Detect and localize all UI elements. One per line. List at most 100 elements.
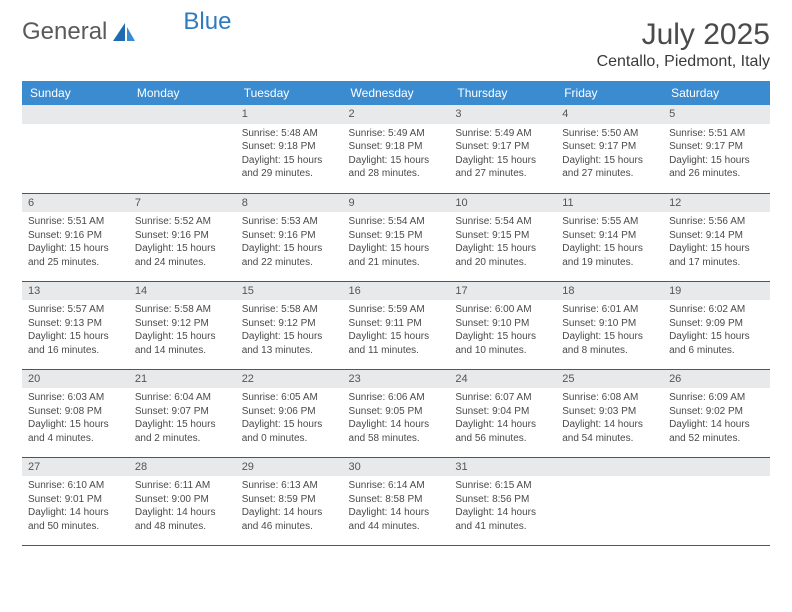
day-number-bar — [663, 458, 770, 477]
sunset-line: Sunset: 9:03 PM — [562, 405, 657, 419]
logo-text-general: General — [22, 18, 107, 46]
calendar-cell: 4Sunrise: 5:50 AMSunset: 9:17 PMDaylight… — [556, 105, 663, 193]
sunrise-line: Sunrise: 6:15 AM — [455, 479, 550, 493]
day-header: Monday — [129, 81, 236, 105]
sunset-line: Sunset: 9:18 PM — [349, 140, 444, 154]
cell-body: Sunrise: 6:15 AMSunset: 8:56 PMDaylight:… — [449, 476, 556, 537]
sunset-line: Sunset: 9:17 PM — [455, 140, 550, 154]
day-number: 6 — [22, 194, 129, 213]
sunrise-line: Sunrise: 5:49 AM — [455, 127, 550, 141]
sunset-line: Sunset: 9:17 PM — [562, 140, 657, 154]
sunrise-line: Sunrise: 5:58 AM — [135, 303, 230, 317]
calendar-cell — [129, 105, 236, 193]
calendar-cell: 17Sunrise: 6:00 AMSunset: 9:10 PMDayligh… — [449, 281, 556, 369]
day-number: 30 — [343, 458, 450, 477]
cell-body: Sunrise: 6:14 AMSunset: 8:58 PMDaylight:… — [343, 476, 450, 537]
sunrise-line: Sunrise: 5:49 AM — [349, 127, 444, 141]
sunrise-line: Sunrise: 6:13 AM — [242, 479, 337, 493]
daylight-line: Daylight: 14 hours and 44 minutes. — [349, 506, 444, 533]
day-number: 10 — [449, 194, 556, 213]
daylight-line: Daylight: 15 hours and 6 minutes. — [669, 330, 764, 357]
daylight-line: Daylight: 15 hours and 13 minutes. — [242, 330, 337, 357]
sunset-line: Sunset: 9:04 PM — [455, 405, 550, 419]
sunrise-line: Sunrise: 5:59 AM — [349, 303, 444, 317]
sunrise-line: Sunrise: 5:51 AM — [28, 215, 123, 229]
sunrise-line: Sunrise: 5:56 AM — [669, 215, 764, 229]
calendar-cell: 9Sunrise: 5:54 AMSunset: 9:15 PMDaylight… — [343, 193, 450, 281]
sunset-line: Sunset: 9:13 PM — [28, 317, 123, 331]
calendar-cell: 5Sunrise: 5:51 AMSunset: 9:17 PMDaylight… — [663, 105, 770, 193]
sunrise-line: Sunrise: 5:57 AM — [28, 303, 123, 317]
month-title: July 2025 — [597, 18, 770, 51]
day-number: 21 — [129, 370, 236, 389]
sunrise-line: Sunrise: 6:00 AM — [455, 303, 550, 317]
calendar-week-row: 1Sunrise: 5:48 AMSunset: 9:18 PMDaylight… — [22, 105, 770, 193]
calendar-body: 1Sunrise: 5:48 AMSunset: 9:18 PMDaylight… — [22, 105, 770, 545]
cell-body: Sunrise: 5:58 AMSunset: 9:12 PMDaylight:… — [129, 300, 236, 361]
cell-body: Sunrise: 5:50 AMSunset: 9:17 PMDaylight:… — [556, 124, 663, 185]
sunrise-line: Sunrise: 6:01 AM — [562, 303, 657, 317]
sunset-line: Sunset: 9:14 PM — [562, 229, 657, 243]
daylight-line: Daylight: 15 hours and 28 minutes. — [349, 154, 444, 181]
cell-body: Sunrise: 5:54 AMSunset: 9:15 PMDaylight:… — [343, 212, 450, 273]
calendar-cell: 20Sunrise: 6:03 AMSunset: 9:08 PMDayligh… — [22, 369, 129, 457]
day-number: 22 — [236, 370, 343, 389]
day-number: 14 — [129, 282, 236, 301]
sunset-line: Sunset: 9:15 PM — [349, 229, 444, 243]
sunrise-line: Sunrise: 5:58 AM — [242, 303, 337, 317]
sunset-line: Sunset: 9:16 PM — [242, 229, 337, 243]
calendar-cell: 11Sunrise: 5:55 AMSunset: 9:14 PMDayligh… — [556, 193, 663, 281]
day-number: 7 — [129, 194, 236, 213]
header: General Blue July 2025 Centallo, Piedmon… — [22, 18, 770, 71]
cell-body: Sunrise: 6:01 AMSunset: 9:10 PMDaylight:… — [556, 300, 663, 361]
day-header: Tuesday — [236, 81, 343, 105]
calendar-cell: 12Sunrise: 5:56 AMSunset: 9:14 PMDayligh… — [663, 193, 770, 281]
calendar-cell: 13Sunrise: 5:57 AMSunset: 9:13 PMDayligh… — [22, 281, 129, 369]
sunrise-line: Sunrise: 6:07 AM — [455, 391, 550, 405]
calendar-cell: 15 Sunrise: 5:58 AMSunset: 9:12 PMDayligh… — [236, 281, 343, 369]
sunset-line: Sunset: 9:02 PM — [669, 405, 764, 419]
sunrise-line: Sunrise: 5:50 AM — [562, 127, 657, 141]
calendar-week-row: 20Sunrise: 6:03 AMSunset: 9:08 PMDayligh… — [22, 369, 770, 457]
day-number: 16 — [343, 282, 450, 301]
sunrise-line: Sunrise: 5:51 AM — [669, 127, 764, 141]
cell-body: Sunrise: 5:59 AMSunset: 9:11 PMDaylight:… — [343, 300, 450, 361]
calendar-cell: 16Sunrise: 5:59 AMSunset: 9:11 PMDayligh… — [343, 281, 450, 369]
cell-body: Sunrise: 5:54 AMSunset: 9:15 PMDaylight:… — [449, 212, 556, 273]
day-number: 25 — [556, 370, 663, 389]
sunset-line: Sunset: 9:12 PM — [242, 317, 337, 331]
daylight-line: Daylight: 15 hours and 10 minutes. — [455, 330, 550, 357]
sunset-line: Sunset: 9:10 PM — [455, 317, 550, 331]
day-number: 24 — [449, 370, 556, 389]
day-number: 15 — [236, 282, 343, 301]
cell-body: Sunrise: 5:57 AMSunset: 9:13 PMDaylight:… — [22, 300, 129, 361]
day-number: 27 — [22, 458, 129, 477]
sunrise-line: Sunrise: 5:54 AM — [349, 215, 444, 229]
day-number: 9 — [343, 194, 450, 213]
daylight-line: Daylight: 15 hours and 2 minutes. — [135, 418, 230, 445]
sunset-line: Sunset: 9:01 PM — [28, 493, 123, 507]
cell-body: Sunrise: 6:05 AMSunset: 9:06 PMDaylight:… — [236, 388, 343, 449]
day-number: 28 — [129, 458, 236, 477]
sunrise-line: Sunrise: 6:14 AM — [349, 479, 444, 493]
sunset-line: Sunset: 8:56 PM — [455, 493, 550, 507]
day-number: 18 — [556, 282, 663, 301]
calendar-cell: 30Sunrise: 6:14 AMSunset: 8:58 PMDayligh… — [343, 457, 450, 545]
cell-body: Sunrise: 6:06 AMSunset: 9:05 PMDaylight:… — [343, 388, 450, 449]
cell-body: Sunrise: 5:55 AMSunset: 9:14 PMDaylight:… — [556, 212, 663, 273]
calendar-cell: 26Sunrise: 6:09 AMSunset: 9:02 PMDayligh… — [663, 369, 770, 457]
sunrise-line: Sunrise: 6:10 AM — [28, 479, 123, 493]
cell-body: Sunrise: 6:11 AMSunset: 9:00 PMDaylight:… — [129, 476, 236, 537]
day-header: Sunday — [22, 81, 129, 105]
sunset-line: Sunset: 9:16 PM — [28, 229, 123, 243]
cell-body: Sunrise: 5:49 AMSunset: 9:18 PMDaylight:… — [343, 124, 450, 185]
day-header: Saturday — [663, 81, 770, 105]
day-number: 8 — [236, 194, 343, 213]
daylight-line: Daylight: 15 hours and 27 minutes. — [455, 154, 550, 181]
sunrise-line: Sunrise: 5:52 AM — [135, 215, 230, 229]
cell-body: Sunrise: 6:04 AMSunset: 9:07 PMDaylight:… — [129, 388, 236, 449]
daylight-line: Daylight: 15 hours and 25 minutes. — [28, 242, 123, 269]
sunset-line: Sunset: 8:58 PM — [349, 493, 444, 507]
cell-body: Sunrise: 5:51 AMSunset: 9:17 PMDaylight:… — [663, 124, 770, 185]
sunrise-line: Sunrise: 6:06 AM — [349, 391, 444, 405]
